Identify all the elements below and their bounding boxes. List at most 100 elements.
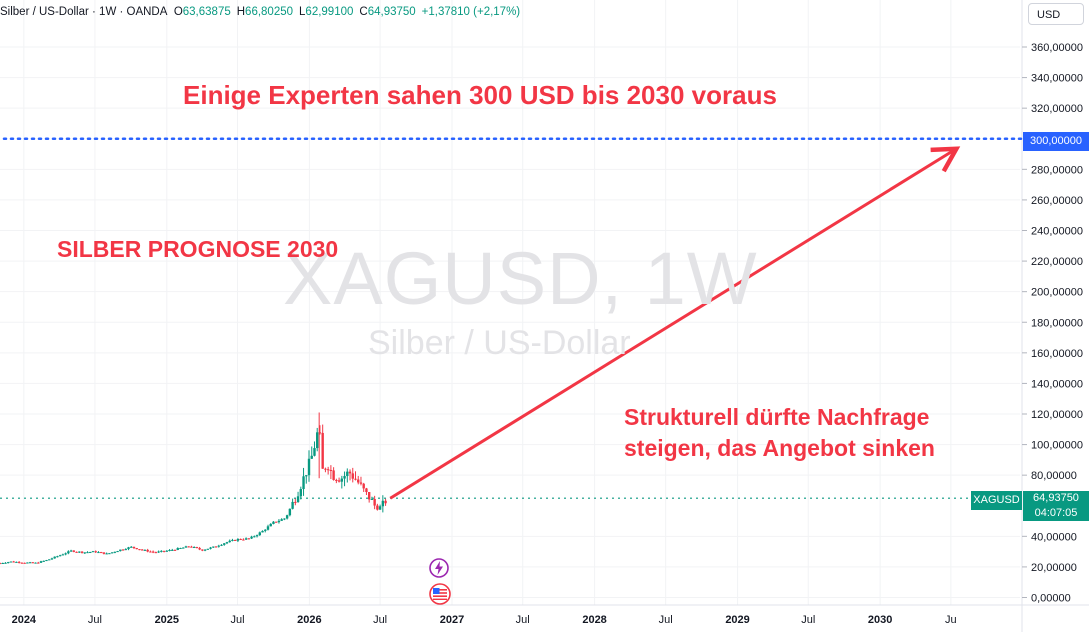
- us-flag-event-icon[interactable]: [429, 583, 451, 605]
- x-tick-label: Jul: [516, 614, 530, 626]
- candle-body: [61, 554, 65, 556]
- candle-body: [313, 448, 316, 456]
- candle-body: [376, 505, 379, 510]
- y-tick-label: 100,00000: [1031, 440, 1083, 452]
- candle-body: [346, 471, 349, 477]
- candle-body: [343, 476, 346, 479]
- candle-body: [31, 562, 35, 564]
- candle-body: [296, 496, 300, 503]
- structural-annotation-line1[interactable]: Strukturell dürfte Nachfrage: [624, 404, 930, 430]
- candle-body: [9, 561, 13, 563]
- y-tick-label: 40,00000: [1031, 531, 1077, 543]
- change-value: +1,37810 (+2,17%): [421, 6, 521, 18]
- candle-body: [119, 549, 122, 552]
- candle-body: [255, 535, 259, 537]
- candle-body: [127, 547, 130, 550]
- symbol-price-label: XAGUSD: [971, 491, 1022, 510]
- currency-selector[interactable]: USD: [1028, 3, 1084, 25]
- candle-body: [162, 550, 166, 552]
- time-axis: 2024 Jul 2025 Jul 2026 Jul 2027 Jul 2028 Jul 2029 J…: [0, 604, 1089, 626]
- candle-body: [53, 556, 56, 559]
- candle-body: [373, 498, 376, 506]
- open-value: 63,63875: [182, 6, 231, 18]
- x-tick-label: 2024: [12, 614, 37, 626]
- candle-body: [261, 530, 264, 533]
- candle-body: [15, 561, 18, 563]
- candle-body: [239, 538, 242, 540]
- candle-body: [225, 542, 229, 544]
- y-tick-label: 360,00000: [1031, 42, 1083, 54]
- candle-body: [168, 549, 171, 551]
- candle-body: [165, 550, 169, 552]
- y-tick-label: 180,00000: [1031, 317, 1083, 329]
- candle-body: [72, 550, 76, 552]
- candle-body: [12, 561, 15, 563]
- candle-body: [381, 500, 385, 507]
- candle-body: [146, 549, 149, 552]
- candle-body: [151, 551, 155, 553]
- candle-body: [179, 547, 182, 549]
- candle-body: [280, 519, 283, 521]
- candle-body: [102, 552, 106, 554]
- candle-body: [242, 539, 245, 541]
- candle-body: [113, 551, 117, 553]
- symbol-legend[interactable]: Silber / US-Dollar · 1W · OANDA O63,6387…: [0, 6, 526, 18]
- candle-body: [7, 562, 10, 564]
- x-tick-label: Jul: [230, 614, 244, 626]
- candle-body: [132, 546, 136, 549]
- last-price-label: 64,93750: [1023, 491, 1089, 506]
- candle-body: [285, 515, 289, 519]
- candle-body: [266, 526, 270, 530]
- candle-body: [326, 469, 330, 471]
- candle-body: [190, 546, 193, 548]
- candle-body: [138, 549, 141, 551]
- close-label: C: [359, 6, 368, 18]
- candle-body: [359, 482, 363, 484]
- candle-body: [198, 548, 201, 550]
- candle-body: [305, 475, 308, 477]
- candle-body: [1, 563, 4, 565]
- candles: [0, 412, 387, 565]
- structural-annotation-line2[interactable]: steigen, das Angebot sinken: [624, 435, 935, 461]
- candle-body: [20, 562, 24, 564]
- candle-body: [365, 488, 368, 493]
- candle-body: [378, 506, 382, 510]
- candle-body: [26, 562, 29, 564]
- candle-body: [149, 551, 152, 553]
- candle-body: [329, 469, 333, 471]
- candle-body: [277, 520, 281, 523]
- high-value: 66,80250: [245, 6, 294, 18]
- candle-body: [250, 536, 253, 539]
- candle-body: [171, 549, 174, 551]
- drawings: [0, 137, 1024, 500]
- candle-body: [274, 521, 278, 523]
- flash-event-icon[interactable]: [429, 558, 449, 578]
- experts-annotation[interactable]: Einige Experten sahen 300 USD bis 2030 v…: [183, 80, 777, 110]
- candle-body: [64, 553, 67, 555]
- candle-body: [362, 483, 365, 489]
- candle-body: [0, 563, 2, 565]
- x-tick-label: 2029: [725, 614, 749, 626]
- candle-body: [236, 538, 240, 541]
- x-tick-label: 2030: [868, 614, 892, 626]
- candle-body: [78, 551, 81, 553]
- y-tick-label: 320,00000: [1031, 103, 1083, 115]
- candle-body: [124, 549, 127, 551]
- x-tick-label: 2025: [155, 614, 179, 626]
- candle-body: [23, 562, 26, 564]
- candle-body: [37, 562, 40, 564]
- candle-body: [83, 552, 86, 554]
- open-label: O: [173, 6, 183, 18]
- candle-body: [231, 539, 234, 541]
- candle-body: [203, 549, 207, 551]
- candle-body: [192, 547, 196, 549]
- candle-body: [67, 551, 70, 554]
- candle-body: [228, 540, 231, 543]
- forecast-title-annotation[interactable]: SILBER PROGNOSE 2030: [57, 236, 339, 262]
- y-tick-label: 200,00000: [1031, 287, 1083, 299]
- candle-body: [223, 543, 226, 545]
- candle-body: [80, 551, 84, 553]
- candle-body: [337, 480, 341, 482]
- candle-body: [154, 552, 158, 554]
